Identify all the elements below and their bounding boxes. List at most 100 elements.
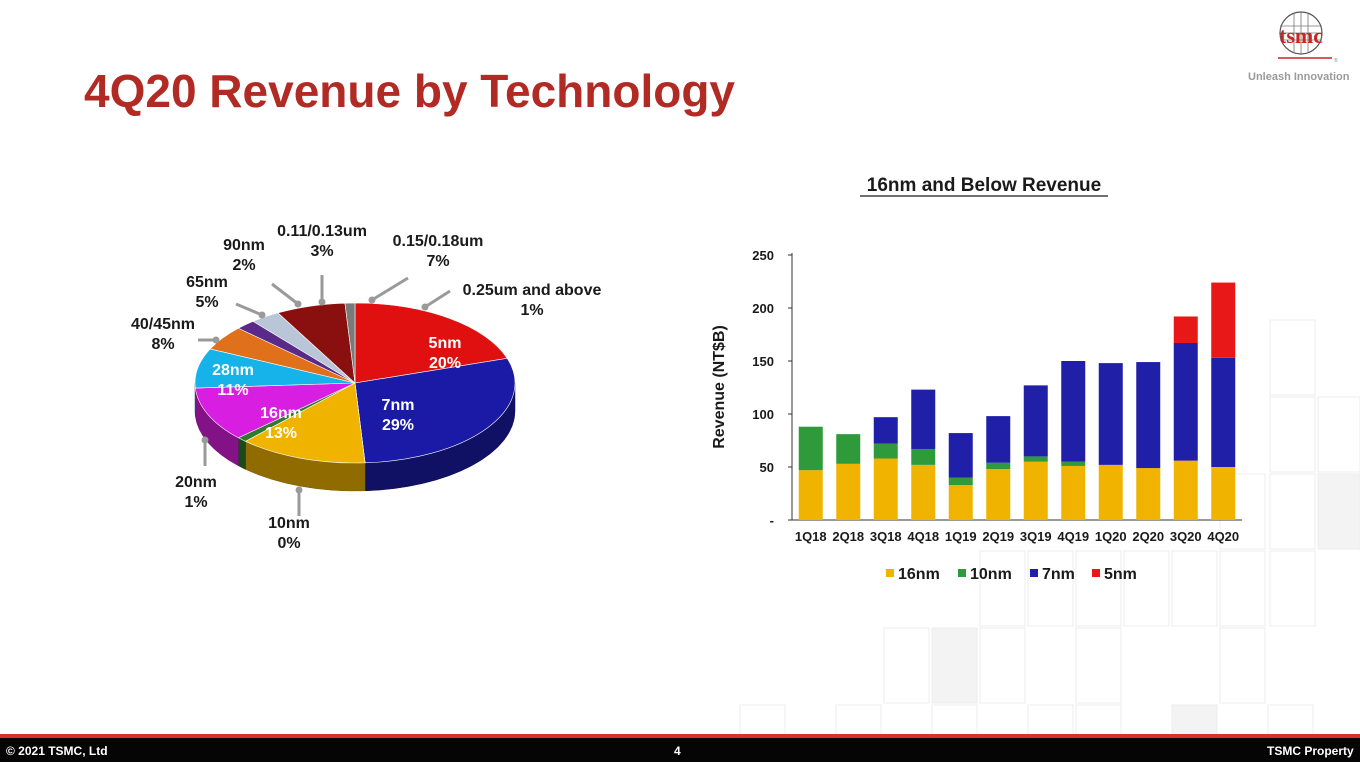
- leader-dot-90nm: [294, 300, 302, 308]
- footer-copyright: © 2021 TSMC, Ltd: [6, 744, 108, 758]
- x-tick-label-3q18: 3Q18: [870, 529, 902, 544]
- x-tick-label-4q20: 4Q20: [1207, 529, 1239, 544]
- bar-10nm-1q19: [948, 477, 973, 486]
- pie-value-0-25um-and-above: 1%: [520, 302, 543, 319]
- y-tick-label-200: 200: [752, 301, 774, 316]
- legend-swatch-10nm: [958, 569, 966, 577]
- bar-chart-title: 16nm and Below Revenue: [867, 175, 1101, 196]
- pie-side-20nm: [238, 437, 246, 470]
- pie-label-40-45nm: 40/45nm: [131, 316, 195, 333]
- bar-10nm-4q18: [911, 448, 936, 465]
- logo-text: tsmc: [1279, 23, 1323, 48]
- bar-stacks: [798, 282, 1236, 520]
- leader-dot-0-15-0-18um: [368, 296, 376, 304]
- slide-title: 4Q20 Revenue by Technology: [84, 65, 736, 117]
- bar-7nm-3q20: [1173, 342, 1198, 461]
- y-tick-label-zero: -: [770, 513, 774, 528]
- bar-10nm-1q18: [798, 426, 823, 471]
- bar-10nm-2q18: [836, 434, 861, 464]
- pie-label-28nm: 28nm: [212, 362, 254, 379]
- x-tick-label-3q20: 3Q20: [1170, 529, 1202, 544]
- x-tick-label-1q19: 1Q19: [945, 529, 977, 544]
- bar-7nm-4q19: [1061, 361, 1086, 462]
- background-tiles: [739, 319, 1360, 736]
- pie-label-0-25um-and-above: 0.25um and above: [463, 282, 602, 299]
- tsmc-logo: tsmc ®: [1278, 11, 1338, 64]
- x-tick-label-4q19: 4Q19: [1057, 529, 1089, 544]
- bar-16nm-4q20: [1211, 467, 1236, 520]
- bar-16nm-3q20: [1173, 460, 1198, 520]
- pie-value-16nm: 13%: [265, 425, 297, 442]
- bar-7nm-2q19: [986, 416, 1011, 463]
- pie-label-16nm: 16nm: [260, 405, 302, 422]
- leader-line-0-25um-and-above: [424, 289, 451, 309]
- svg-text:®: ®: [1334, 57, 1338, 64]
- bar-16nm-3q19: [1023, 461, 1048, 520]
- pie-slice-16nm: [244, 382, 366, 464]
- pie-label-20nm: 20nm: [175, 474, 217, 491]
- leader-line-0-15-0-18um: [371, 276, 409, 302]
- bar-16nm-2q19: [986, 469, 1011, 520]
- leader-dot-20nm: [201, 436, 209, 444]
- pie-value-5nm: 20%: [429, 355, 461, 372]
- pie-label-7nm: 7nm: [382, 397, 415, 414]
- bar-16nm-4q18: [911, 464, 936, 520]
- bar-16nm-1q20: [1098, 464, 1123, 520]
- legend-swatch-16nm: [886, 569, 894, 577]
- bar-5nm-3q20: [1173, 316, 1198, 343]
- x-tick-label-3q19: 3Q19: [1020, 529, 1052, 544]
- x-tick-label-2q18: 2Q18: [832, 529, 864, 544]
- legend-label-5nm: 5nm: [1104, 566, 1137, 583]
- bar-10nm-4q19: [1061, 461, 1086, 466]
- legend-swatch-7nm: [1030, 569, 1038, 577]
- bar-7nm-4q18: [911, 389, 936, 449]
- bar-legend: 16nm 10nm 7nm 5nm: [886, 566, 1137, 583]
- leader-dot-65nm: [258, 311, 266, 319]
- pie-label-65nm: 65nm: [186, 274, 228, 291]
- leader-line-90nm: [271, 282, 299, 306]
- bar-16nm-2q20: [1136, 468, 1161, 520]
- y-tick-label-250: 250: [752, 248, 774, 263]
- bar-10nm-3q19: [1023, 456, 1048, 462]
- bar-7nm-4q20: [1211, 357, 1236, 467]
- bar-5nm-4q20: [1211, 282, 1236, 358]
- y-axis-label: Revenue (NT$B): [711, 325, 728, 449]
- bar-16nm-1q19: [948, 485, 973, 520]
- y-tick-label-150: 150: [752, 354, 774, 369]
- footer-property: TSMC Property: [1267, 744, 1354, 758]
- pie-slice-28nm: [194, 382, 356, 439]
- leader-dot-40-45nm: [212, 336, 220, 344]
- x-tick-label-2q20: 2Q20: [1132, 529, 1164, 544]
- footer-bar: © 2021 TSMC, Ltd 4 TSMC Property: [0, 738, 1360, 762]
- pie-value-65nm: 5%: [195, 294, 218, 311]
- bar-10nm-2q19: [986, 462, 1011, 470]
- footer-accent-line: [0, 734, 1360, 738]
- bar-16nm-3q18: [873, 458, 898, 520]
- pie-value-7nm: 29%: [382, 417, 414, 434]
- pie-slice-0-25um-and-above: [344, 302, 356, 384]
- pie-labels: 5nm 20% 7nm 29% 10nm 0% 16nm 13% 20nm 1% 28nm 11% 40…: [131, 223, 601, 552]
- bar-chart: 16nm and Below Revenue Revenue (NT$B) - 50 1…: [711, 175, 1242, 583]
- bar-7nm-3q18: [873, 417, 898, 444]
- leader-dot-0-25um-and-above: [421, 303, 429, 311]
- pie-top: [194, 302, 516, 464]
- bar-16nm-2q18: [836, 463, 861, 520]
- leader-dot-10nm: [295, 486, 303, 494]
- pie-value-10nm: 0%: [277, 535, 300, 552]
- legend-swatch-5nm: [1092, 569, 1100, 577]
- pie-value-40-45nm: 8%: [151, 336, 174, 353]
- tagline: Unleash Innovation: [1248, 71, 1350, 83]
- pie-label-0-15-0-18um: 0.15/0.18um: [393, 233, 484, 250]
- pie-value-20nm: 1%: [184, 494, 207, 511]
- pie-label-90nm: 90nm: [223, 237, 265, 254]
- y-tick-label-100: 100: [752, 407, 774, 422]
- bar-7nm-3q19: [1023, 385, 1048, 457]
- pie-chart: 5nm 20% 7nm 29% 10nm 0% 16nm 13% 20nm 1% 28nm 11% 40…: [131, 223, 601, 552]
- x-tick-label-2q19: 2Q19: [982, 529, 1014, 544]
- x-tick-label-4q18: 4Q18: [907, 529, 939, 544]
- bar-10nm-3q18: [873, 443, 898, 459]
- pie-slice-5nm: [354, 302, 508, 384]
- bar-7nm-1q20: [1098, 363, 1123, 465]
- pie-label-0-11-0-13um: 0.11/0.13um: [277, 223, 367, 240]
- pie-value-0-11-0-13um: 3%: [310, 243, 333, 260]
